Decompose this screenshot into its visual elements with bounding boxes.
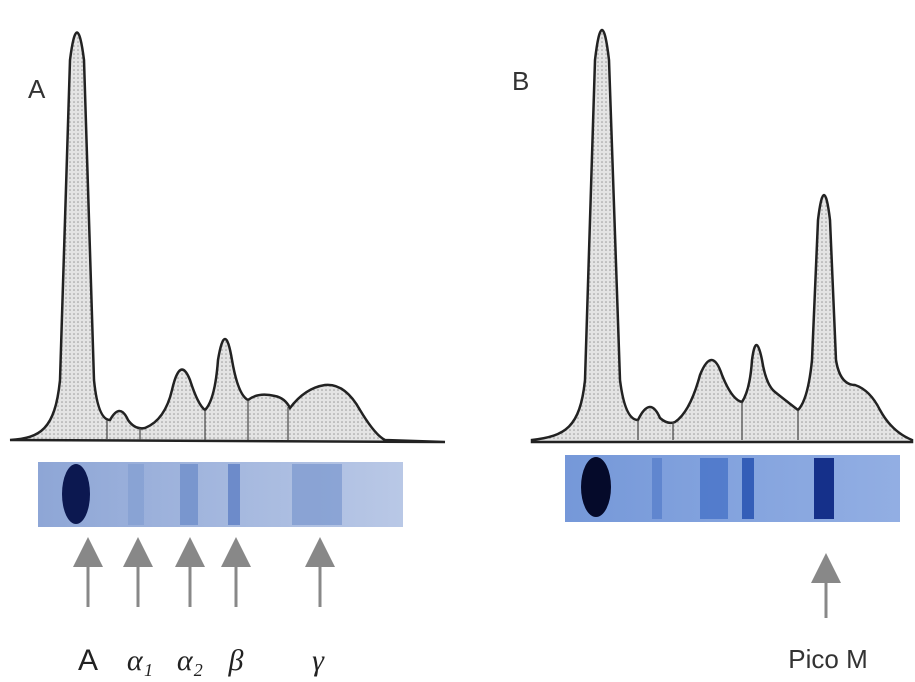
figure: A A α₁ α₂ β γ B Pico M: [0, 0, 915, 682]
panel-label: B: [512, 66, 529, 96]
annotation: Pico M: [788, 644, 867, 674]
fraction-label: α₂: [177, 644, 203, 677]
fraction-label: β: [228, 644, 244, 677]
gel-strip-b: [565, 455, 900, 522]
gel-strip-a: [38, 462, 403, 527]
fraction-label: α₁: [127, 644, 153, 677]
densitogram-a: [10, 33, 445, 443]
densitogram-b: [532, 30, 912, 442]
arrows-a: [88, 552, 320, 607]
fraction-label: γ: [312, 644, 325, 677]
fraction-label: A: [78, 644, 98, 677]
panel-label: A: [28, 74, 46, 104]
